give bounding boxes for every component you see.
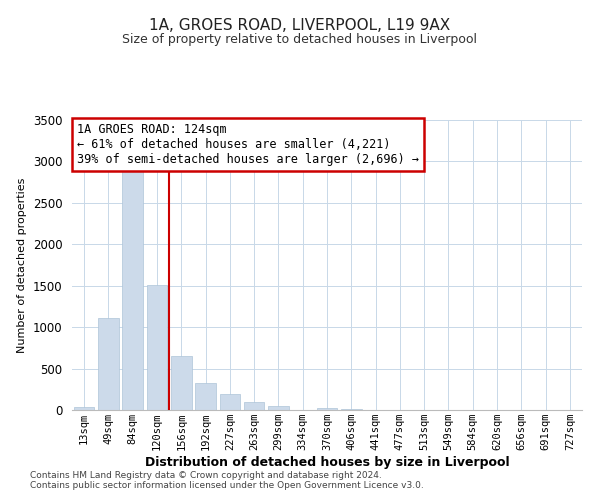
Bar [220,394,240,410]
Text: Size of property relative to detached houses in Liverpool: Size of property relative to detached ho… [122,32,478,46]
Text: 1A, GROES ROAD, LIVERPOOL, L19 9AX: 1A, GROES ROAD, LIVERPOOL, L19 9AX [149,18,451,32]
Text: Contains public sector information licensed under the Open Government Licence v3: Contains public sector information licen… [30,480,424,490]
Bar [341,409,362,410]
Text: 1A GROES ROAD: 124sqm
← 61% of detached houses are smaller (4,221)
39% of semi-d: 1A GROES ROAD: 124sqm ← 61% of detached … [77,123,419,166]
Bar [317,408,337,410]
X-axis label: Distribution of detached houses by size in Liverpool: Distribution of detached houses by size … [145,456,509,469]
Bar [171,356,191,410]
Bar [74,406,94,410]
Bar [98,318,119,410]
Bar [244,402,265,410]
Bar [268,406,289,410]
Bar [146,285,167,410]
Y-axis label: Number of detached properties: Number of detached properties [17,178,27,352]
Bar [195,383,216,410]
Text: Contains HM Land Registry data © Crown copyright and database right 2024.: Contains HM Land Registry data © Crown c… [30,470,382,480]
Bar [122,167,143,410]
